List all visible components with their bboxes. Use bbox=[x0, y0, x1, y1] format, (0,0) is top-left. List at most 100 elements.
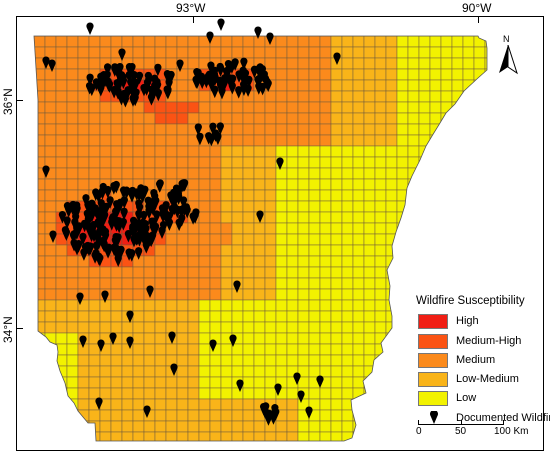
grid-cell bbox=[396, 310, 409, 323]
grid-cell bbox=[220, 101, 233, 114]
grid-cell bbox=[89, 443, 100, 454]
grid-cell bbox=[66, 90, 79, 103]
grid-cell bbox=[132, 321, 145, 334]
grid-cell bbox=[308, 68, 321, 81]
grid-cell bbox=[253, 354, 266, 367]
grid-cell bbox=[451, 123, 464, 136]
grid-cell bbox=[166, 443, 177, 454]
wildfire-pin bbox=[244, 84, 252, 97]
grid-cell bbox=[484, 200, 487, 213]
grid-cell bbox=[341, 112, 354, 125]
grid-cell bbox=[407, 211, 420, 224]
grid-cell bbox=[176, 277, 189, 290]
grid-cell bbox=[308, 354, 321, 367]
grid-cell bbox=[264, 233, 277, 246]
grid-cell bbox=[77, 387, 90, 400]
wildfire-pin bbox=[94, 190, 103, 203]
wildfire-pin bbox=[145, 206, 153, 220]
grid-cell bbox=[121, 145, 134, 158]
grid-cell bbox=[176, 354, 189, 367]
grid-cell bbox=[440, 68, 453, 81]
grid-cell bbox=[143, 134, 156, 147]
grid-cell bbox=[407, 233, 420, 246]
grid-cell bbox=[451, 255, 464, 268]
grid-cell bbox=[198, 211, 211, 224]
grid-cell bbox=[352, 211, 365, 224]
grid-cell bbox=[132, 145, 145, 158]
wildfire-pin bbox=[105, 243, 113, 257]
grid-cell bbox=[385, 409, 398, 422]
grid-cell bbox=[297, 277, 310, 290]
wildfire-pin bbox=[70, 238, 78, 252]
wildfire-pin bbox=[274, 383, 282, 396]
grid-cell bbox=[418, 189, 431, 202]
grid-cell bbox=[165, 57, 178, 70]
legend-label-medium-high: Medium-High bbox=[456, 335, 522, 347]
grid-cell bbox=[44, 36, 57, 48]
grid-cell bbox=[56, 443, 67, 454]
grid-cell bbox=[374, 277, 387, 290]
grid-cell bbox=[440, 200, 453, 213]
grid-cell bbox=[374, 90, 387, 103]
wildfire-pin bbox=[94, 218, 102, 231]
wildfire-pin bbox=[236, 379, 244, 392]
grid-cell bbox=[429, 79, 442, 92]
grid-cell bbox=[154, 233, 167, 246]
grid-cell bbox=[275, 68, 288, 81]
grid-cell bbox=[341, 409, 354, 422]
grid-cell bbox=[407, 189, 420, 202]
grid-cell bbox=[143, 123, 156, 136]
grid-cell bbox=[451, 57, 464, 70]
grid-cell bbox=[297, 354, 310, 367]
grid-cell bbox=[55, 123, 68, 136]
grid-cell bbox=[264, 255, 277, 268]
grid-cell bbox=[385, 354, 398, 367]
grid-cell bbox=[132, 167, 145, 180]
grid-cell bbox=[231, 156, 244, 169]
grid-cell bbox=[264, 332, 277, 345]
grid-cell bbox=[55, 332, 68, 345]
grid-cell bbox=[198, 90, 211, 103]
grid-cell bbox=[132, 310, 145, 323]
grid-cell bbox=[418, 123, 431, 136]
grid-cell bbox=[34, 387, 46, 400]
grid-cell bbox=[209, 101, 222, 114]
grid-cell bbox=[176, 299, 189, 312]
grid-cell bbox=[330, 200, 343, 213]
grid-cell bbox=[34, 420, 46, 433]
grid-cell bbox=[187, 156, 200, 169]
grid-cell bbox=[34, 145, 46, 158]
grid-cell bbox=[485, 443, 496, 454]
grid-cell bbox=[429, 189, 442, 202]
grid-cell bbox=[264, 167, 277, 180]
grid-cell bbox=[319, 398, 332, 411]
grid-cell bbox=[286, 233, 299, 246]
grid-cell bbox=[44, 420, 57, 433]
grid-cell bbox=[34, 398, 46, 411]
wildfire-pin bbox=[165, 218, 173, 231]
grid-cell bbox=[396, 178, 409, 191]
grid-cell bbox=[363, 398, 376, 411]
grid-cell bbox=[396, 431, 409, 441]
grid-cell bbox=[132, 365, 145, 378]
grid-cell bbox=[242, 244, 255, 257]
grid-cell bbox=[110, 420, 123, 433]
grid-cell bbox=[363, 255, 376, 268]
grid-cell bbox=[231, 112, 244, 125]
grid-cell bbox=[88, 277, 101, 290]
grid-cell bbox=[231, 387, 244, 400]
grid-cell bbox=[275, 343, 288, 356]
grid-cell bbox=[286, 398, 299, 411]
wildfire-pin bbox=[192, 208, 200, 221]
grid-cell bbox=[264, 343, 277, 356]
grid-cell bbox=[407, 68, 420, 81]
grid-cell bbox=[253, 134, 266, 147]
grid-cell bbox=[308, 266, 321, 279]
grid-cell bbox=[231, 134, 244, 147]
grid-cell bbox=[99, 387, 112, 400]
grid-cell bbox=[55, 156, 68, 169]
grid-cell bbox=[34, 277, 46, 290]
grid-cell bbox=[396, 123, 409, 136]
grid-cell bbox=[473, 36, 486, 48]
grid-cell bbox=[407, 57, 420, 70]
